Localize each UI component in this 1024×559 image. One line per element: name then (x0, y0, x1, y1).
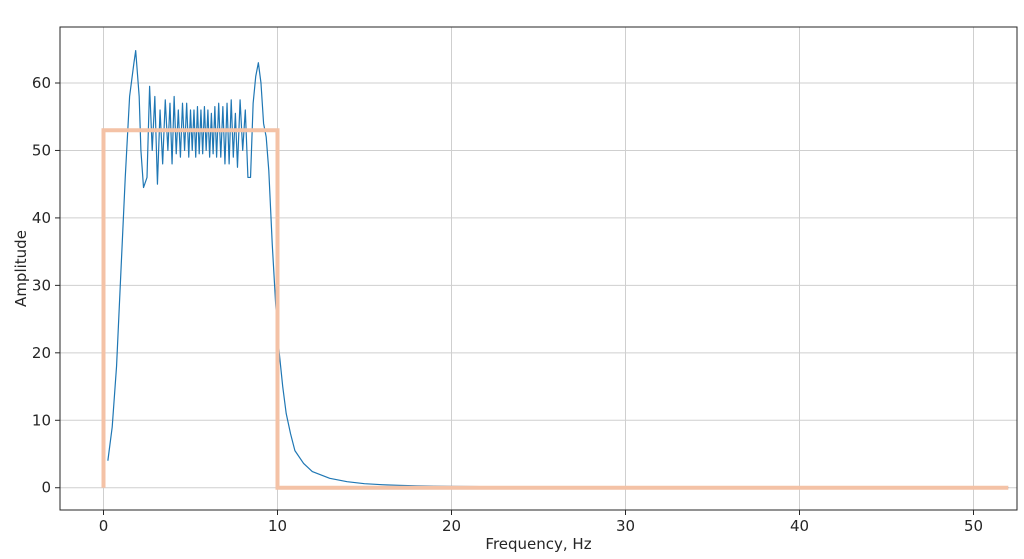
spectrum-line (107, 50, 1009, 489)
y-tick-label: 10 (32, 411, 51, 429)
ideal-filter-line (101, 128, 1009, 490)
y-tick-label: 0 (41, 479, 51, 497)
grid (60, 27, 1017, 510)
x-tick-label: 0 (99, 517, 109, 535)
y-tick-label: 30 (32, 276, 51, 294)
x-tick-label: 30 (616, 517, 635, 535)
y-tick-label: 20 (32, 344, 51, 362)
x-tick-label: 20 (442, 517, 461, 535)
x-tick-label: 10 (268, 517, 287, 535)
y-tick-label: 50 (32, 141, 51, 159)
series-layer (101, 50, 1009, 490)
x-axis-label: Frequency, Hz (485, 535, 591, 553)
x-tick-label: 40 (790, 517, 809, 535)
y-axis-label: Amplitude (12, 230, 30, 307)
ticks: 0 10 20 30 40 50 0 10 20 30 40 50 60 (32, 74, 983, 535)
y-tick-label: 40 (32, 209, 51, 227)
y-tick-label: 60 (32, 74, 51, 92)
plot-frame (59, 26, 1018, 511)
x-tick-label: 50 (964, 517, 983, 535)
